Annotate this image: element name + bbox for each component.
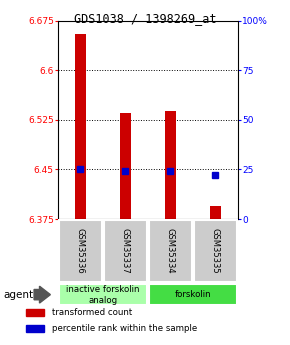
Bar bbox=[194, 220, 237, 282]
Bar bbox=[59, 284, 147, 305]
Bar bbox=[26, 309, 44, 316]
Bar bbox=[104, 220, 147, 282]
Text: GDS1038 / 1398269_at: GDS1038 / 1398269_at bbox=[74, 12, 216, 25]
Bar bbox=[149, 220, 192, 282]
Bar bbox=[59, 220, 102, 282]
Text: GSM35334: GSM35334 bbox=[166, 228, 175, 274]
Text: agent: agent bbox=[3, 290, 33, 299]
Bar bbox=[26, 325, 44, 332]
Text: inactive forskolin
analog: inactive forskolin analog bbox=[66, 285, 140, 305]
Bar bbox=[210, 206, 221, 219]
Text: GSM35337: GSM35337 bbox=[121, 228, 130, 274]
Text: GSM35336: GSM35336 bbox=[76, 228, 85, 274]
Bar bbox=[165, 111, 176, 219]
Text: transformed count: transformed count bbox=[52, 308, 132, 317]
Text: forskolin: forskolin bbox=[175, 290, 211, 299]
Bar bbox=[120, 113, 131, 219]
Bar bbox=[75, 34, 86, 219]
Text: percentile rank within the sample: percentile rank within the sample bbox=[52, 324, 197, 333]
FancyArrow shape bbox=[34, 286, 50, 303]
Text: GSM35335: GSM35335 bbox=[211, 228, 220, 274]
Bar bbox=[149, 284, 237, 305]
